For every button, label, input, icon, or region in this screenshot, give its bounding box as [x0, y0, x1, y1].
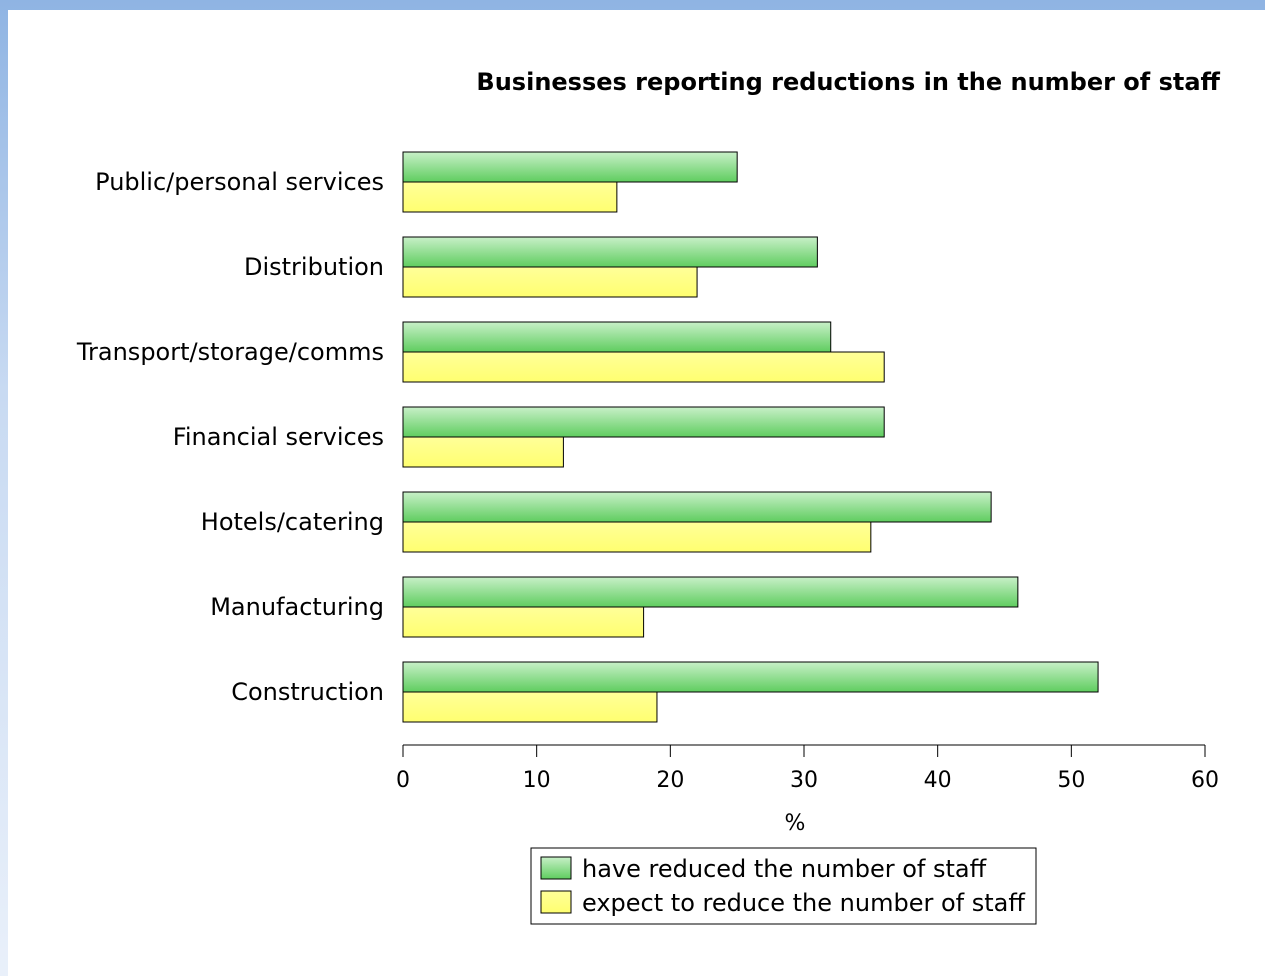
bars-group	[402, 151, 1099, 723]
category-label: Manufacturing	[210, 593, 384, 621]
x-tick-label: 10	[523, 768, 551, 793]
category-label: Hotels/catering	[201, 508, 384, 536]
legend-swatch	[540, 856, 572, 880]
category-label: Construction	[231, 678, 384, 706]
legend: have reduced the number of staff expect t…	[530, 847, 1037, 925]
x-tick-label: 40	[924, 768, 952, 793]
category-label: Transport/storage/comms	[76, 338, 384, 366]
legend-box	[530, 847, 1037, 925]
bar-reduced-2	[402, 321, 832, 353]
bar-expect-4	[402, 521, 872, 553]
x-tick-label: 60	[1191, 768, 1219, 793]
bar-expect-1	[402, 266, 698, 298]
bar-expect-5	[402, 606, 645, 638]
x-axis: 0 10 20 30 40 50 60	[396, 744, 1219, 793]
bar-expect-2	[402, 351, 885, 383]
bar-expect-3	[402, 436, 564, 468]
bar-expect-0	[402, 181, 618, 213]
category-labels: Public/personal services Distribution Tran…	[76, 168, 384, 706]
bar-expect-6	[402, 691, 658, 723]
legend-label: have reduced the number of staff	[582, 855, 987, 883]
bar-reduced-5	[402, 576, 1019, 608]
bar-reduced-0	[402, 151, 738, 183]
category-label: Public/personal services	[95, 168, 384, 196]
chart-title: Businesses reporting reductions in the n…	[476, 68, 1220, 96]
x-tick-label: 30	[790, 768, 818, 793]
x-tick-label: 50	[1057, 768, 1085, 793]
x-tick-label: 0	[396, 768, 410, 793]
legend-swatch	[540, 890, 572, 914]
category-label: Distribution	[244, 253, 384, 281]
legend-label: expect to reduce the number of staff	[582, 889, 1025, 917]
bar-chart: Businesses reporting reductions in the n…	[76, 68, 1221, 925]
x-tick-label: 20	[656, 768, 684, 793]
chart-frame: Businesses reporting reductions in the n…	[8, 10, 1265, 976]
x-axis-title: %	[785, 811, 806, 836]
bar-reduced-6	[402, 661, 1099, 693]
category-label: Financial services	[173, 423, 384, 451]
bar-reduced-3	[402, 406, 885, 438]
bar-reduced-4	[402, 491, 992, 523]
bar-reduced-1	[402, 236, 818, 268]
